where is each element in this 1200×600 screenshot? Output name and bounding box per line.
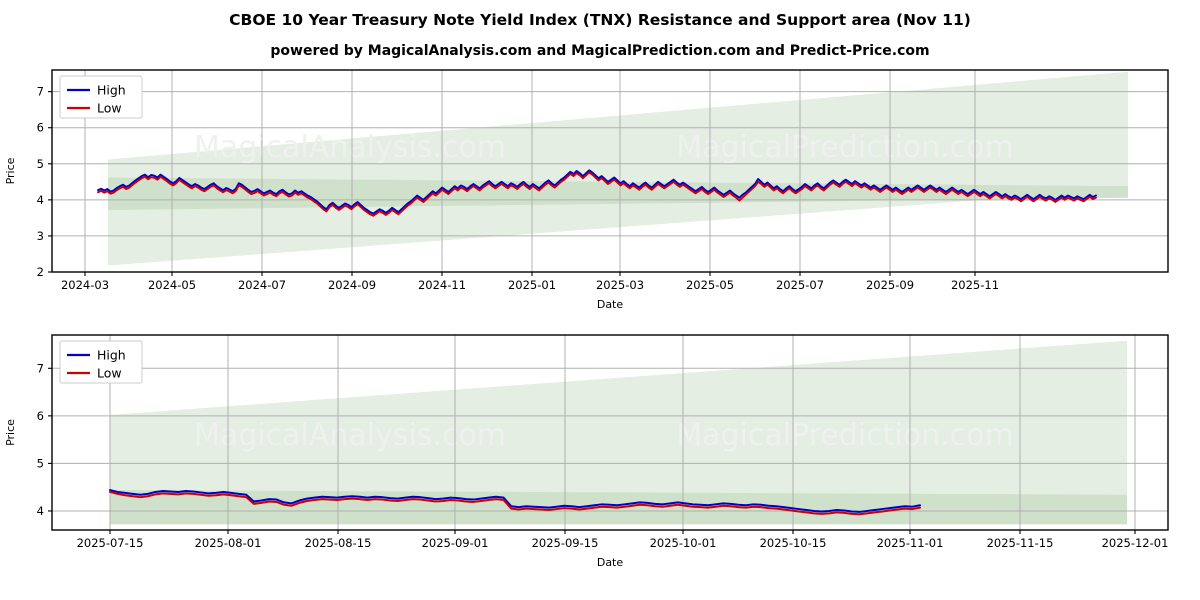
top-chart-panel: MagicalAnalysis.com MagicalPrediction.com…	[0, 62, 1200, 312]
watermark-text: MagicalAnalysis.com	[194, 418, 506, 453]
x-axis-label: Date	[597, 298, 624, 311]
x-tick-label: 2025-11-15	[987, 536, 1054, 550]
x-tick-label: 2025-08-01	[195, 536, 262, 550]
legend-label-low: Low	[97, 101, 122, 116]
x-axis-label: Date	[597, 556, 624, 569]
y-axis-label: Price	[4, 157, 17, 184]
legend-label-high: High	[97, 348, 126, 363]
x-tick-label: 2024-05	[148, 278, 196, 292]
y-tick-label: 3	[37, 229, 44, 243]
y-tick-label: 4	[37, 504, 44, 518]
series-line-low	[109, 490, 921, 516]
x-tick-label: 2025-05	[686, 278, 734, 292]
bottom-chart-panel: MagicalAnalysis.com MagicalPrediction.com…	[0, 325, 1200, 595]
page-title: CBOE 10 Year Treasury Note Yield Index (…	[229, 11, 971, 29]
chart-header: CBOE 10 Year Treasury Note Yield Index (…	[0, 0, 1200, 59]
x-tick-label: 2024-11	[418, 278, 466, 292]
x-tick-label: 2025-10-15	[760, 536, 827, 550]
x-tick-label: 2024-09	[328, 278, 376, 292]
plot-frame	[51, 69, 1169, 273]
plot-frame	[51, 334, 1169, 531]
x-tick-label: 2025-12-01	[1102, 536, 1169, 550]
y-tick-label: 5	[37, 456, 44, 470]
x-tick-label: 2024-07	[238, 278, 286, 292]
watermark-text: MagicalAnalysis.com	[194, 130, 506, 165]
bottom-chart-svg: MagicalAnalysis.com MagicalPrediction.com…	[4, 334, 1169, 569]
y-tick-label: 6	[37, 409, 44, 423]
y-tick-label: 6	[37, 121, 44, 135]
x-tick-label: 2025-01	[508, 278, 556, 292]
resistance-support-wide-band	[110, 340, 1127, 525]
series-line-high	[109, 489, 921, 513]
x-tick-label: 2025-11	[951, 278, 999, 292]
x-tick-label: 2025-09-01	[422, 536, 489, 550]
page-subtitle: powered by MagicalAnalysis.com and Magic…	[270, 43, 930, 59]
x-tick-label: 2025-11-01	[877, 536, 944, 550]
x-tick-label: 2024-03	[61, 278, 109, 292]
top-chart-svg: MagicalAnalysis.com MagicalPrediction.com…	[4, 69, 1169, 311]
x-tick-label: 2025-08-15	[305, 536, 372, 550]
watermark-text: MagicalPrediction.com	[676, 418, 1014, 453]
series-line-high	[97, 169, 1097, 215]
legend-label-high: High	[97, 83, 126, 98]
x-tick-label: 2025-07-15	[77, 536, 144, 550]
y-tick-label: 7	[37, 361, 44, 375]
x-tick-label: 2025-03	[596, 278, 644, 292]
y-axis-label: Price	[4, 419, 17, 446]
y-tick-label: 2	[37, 265, 44, 279]
resistance-support-wide-band	[108, 71, 1128, 266]
y-tick-label: 4	[37, 193, 44, 207]
x-tick-label: 2025-09-15	[532, 536, 599, 550]
x-tick-label: 2025-10-01	[650, 536, 717, 550]
legend-label-low: Low	[97, 366, 122, 381]
y-tick-label: 5	[37, 157, 44, 171]
watermark-text: MagicalPrediction.com	[676, 130, 1014, 165]
series-line-low	[97, 171, 1097, 217]
x-tick-label: 2025-07	[776, 278, 824, 292]
y-tick-label: 7	[37, 85, 44, 99]
x-tick-label: 2025-09	[866, 278, 914, 292]
